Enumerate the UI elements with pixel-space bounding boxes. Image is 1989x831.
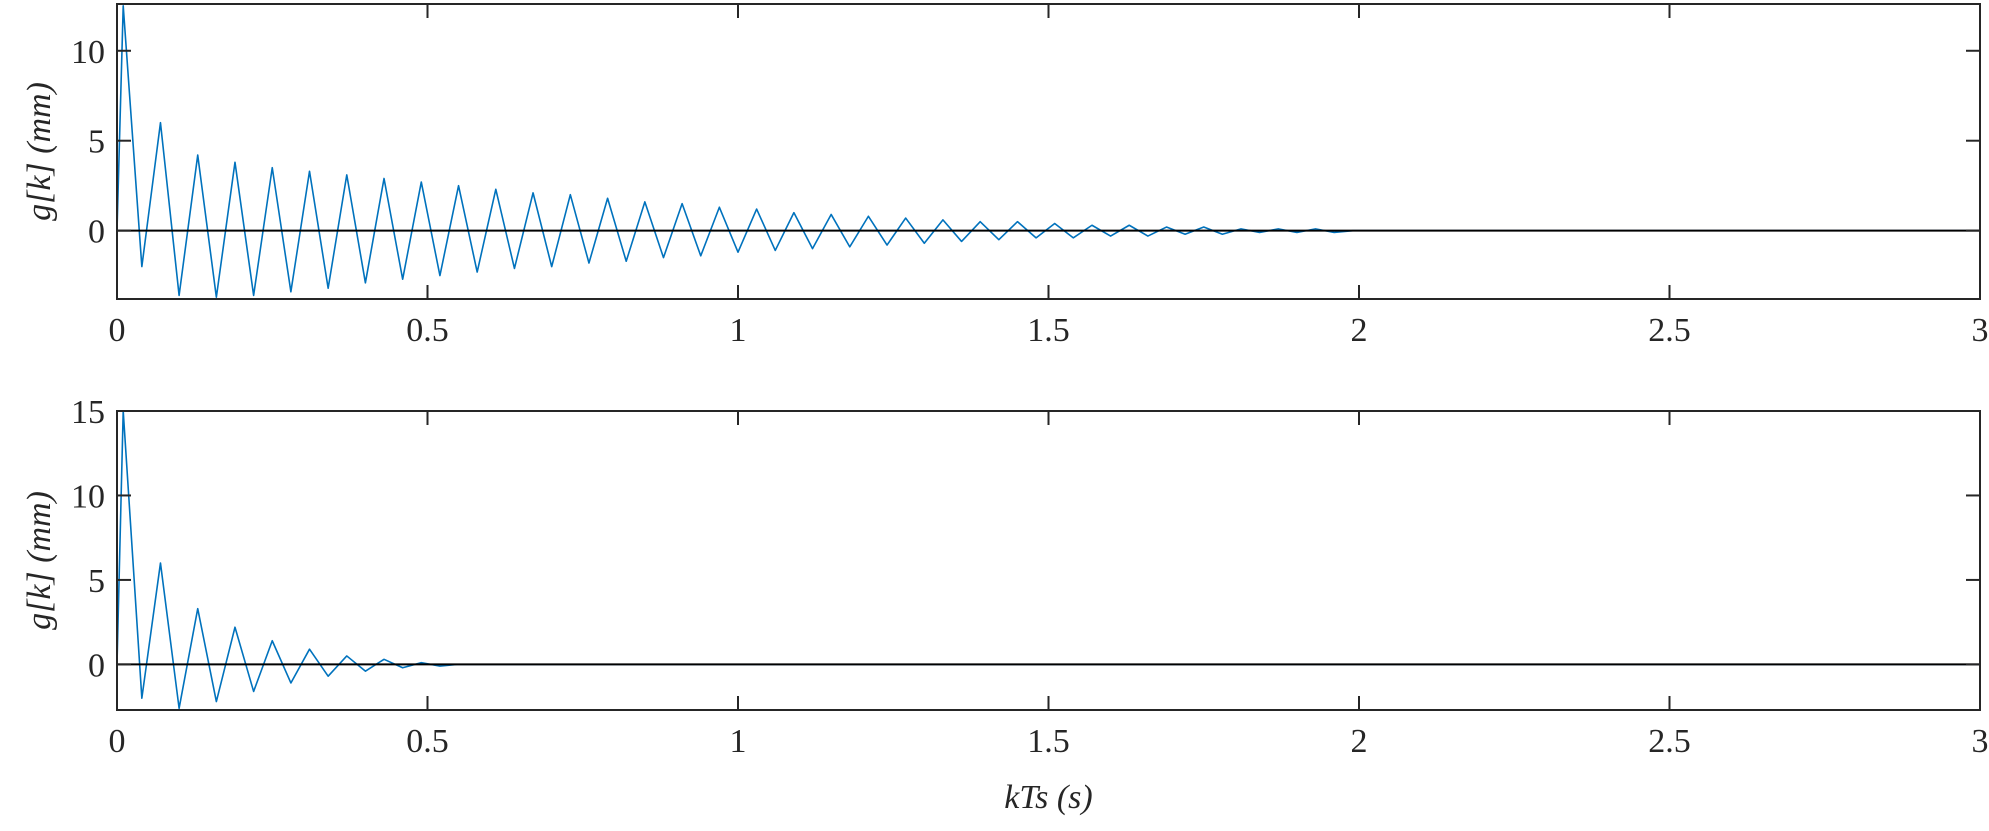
x-tick-label: 3 bbox=[1972, 723, 1989, 760]
x-tick-label: 0 bbox=[109, 312, 126, 349]
x-tick-label: 0.5 bbox=[406, 723, 449, 760]
axes-box bbox=[116, 3, 1981, 300]
x-tick-label: 1 bbox=[730, 312, 747, 349]
y-tick-label: 5 bbox=[88, 563, 105, 600]
y-tick-label: 0 bbox=[88, 647, 105, 684]
y-tick-label: 10 bbox=[71, 478, 105, 515]
x-tick-label: 1.5 bbox=[1027, 723, 1070, 760]
x-tick-label: 2 bbox=[1351, 312, 1368, 349]
y-tick-label: 15 bbox=[71, 394, 105, 431]
x-tick-label: 2.5 bbox=[1648, 312, 1691, 349]
x-tick-label: 3 bbox=[1972, 312, 1989, 349]
x-tick-label: 2 bbox=[1351, 723, 1368, 760]
x-tick-label: 2.5 bbox=[1648, 723, 1691, 760]
y-axis-label: g[k] (mm) bbox=[21, 82, 58, 221]
x-tick-label: 0 bbox=[109, 723, 126, 760]
y-tick-label: 0 bbox=[88, 214, 105, 251]
y-tick-label: 10 bbox=[71, 34, 105, 71]
x-tick-label: 0.5 bbox=[406, 312, 449, 349]
x-tick-label: 1 bbox=[730, 723, 747, 760]
x-tick-label: 1.5 bbox=[1027, 312, 1070, 349]
data-line bbox=[116, 5, 1980, 298]
y-tick-label: 5 bbox=[88, 124, 105, 161]
y-axis-label: g[k] (mm) bbox=[21, 491, 58, 630]
x-axis-label: kTs (s) bbox=[1004, 779, 1093, 816]
